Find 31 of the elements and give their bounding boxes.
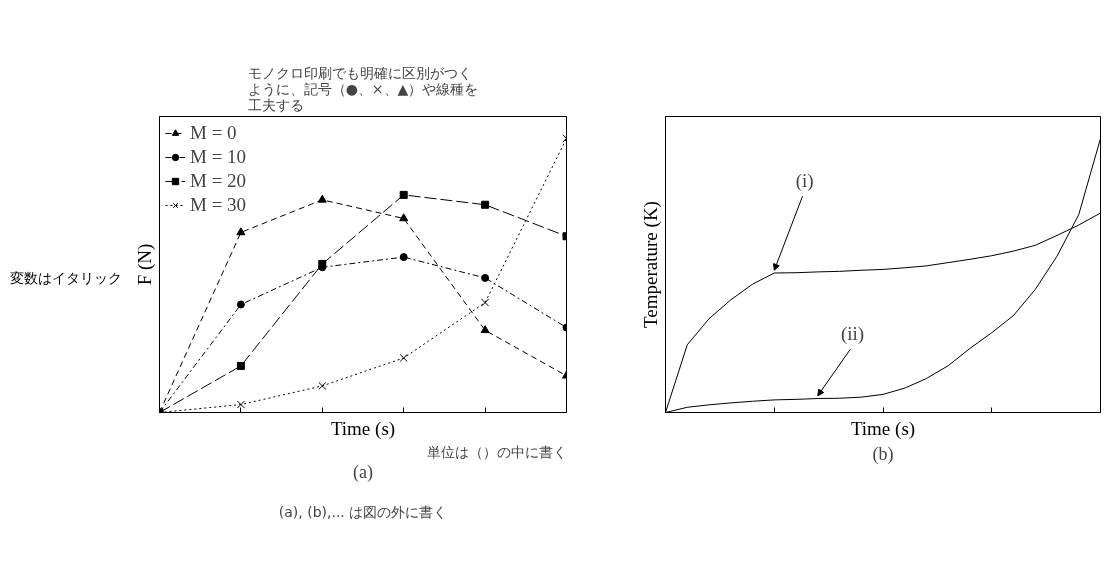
legend-label: M = 20	[190, 170, 247, 192]
point	[481, 273, 490, 282]
y-axis-title: F (N)	[133, 243, 156, 286]
point	[399, 253, 408, 262]
y-axis-title: Temperature (K)	[639, 201, 662, 328]
text: (ii)	[840, 322, 865, 345]
point	[236, 400, 245, 409]
text: (b)	[872, 443, 894, 465]
x-axis-title: Time (s)	[330, 417, 396, 440]
text: モノクロ印刷でも明確に区別がつくように、記号（●、×、▲）や線種を工夫する	[247, 64, 479, 113]
point	[399, 353, 408, 362]
text: (i)	[795, 169, 814, 192]
legend-label: M = 0	[190, 122, 237, 144]
point	[318, 259, 327, 268]
legend-label: M = 10	[190, 146, 247, 168]
text: (a), (b),... は図の外に書く	[278, 503, 448, 520]
point	[399, 213, 409, 222]
point	[480, 325, 490, 334]
legend-label: M = 30	[190, 194, 247, 216]
text: (a)	[353, 461, 373, 483]
point	[318, 381, 327, 390]
point	[236, 300, 245, 309]
point	[236, 361, 245, 370]
point	[481, 298, 490, 307]
point	[317, 194, 327, 203]
point	[236, 227, 246, 236]
point	[399, 190, 408, 199]
text: 変数はイタリック	[9, 270, 122, 287]
x-axis-title: Time (s)	[850, 417, 916, 440]
text: 単位は（）の中に書く	[426, 443, 567, 460]
point	[481, 200, 490, 209]
